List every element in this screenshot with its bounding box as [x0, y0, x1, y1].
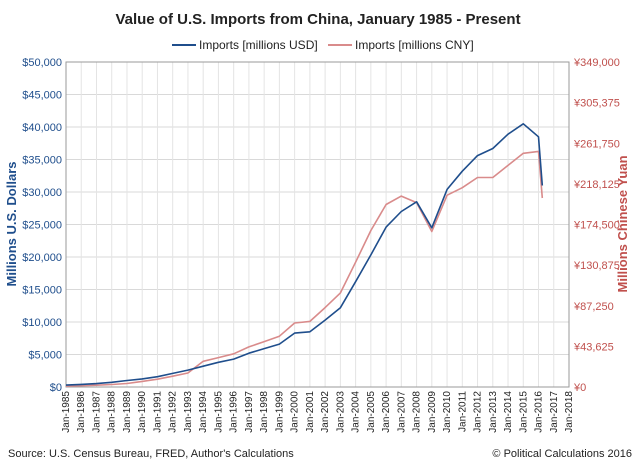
x-tick-label: Jan-1988	[107, 391, 118, 433]
x-tick-label: Jan-2017	[549, 391, 560, 433]
chart-title: Value of U.S. Imports from China, Januar…	[115, 11, 520, 28]
y-tick-left-label: $5,000	[28, 350, 62, 362]
x-tick-label: Jan-1987	[91, 391, 102, 433]
x-tick-label: Jan-2015	[518, 391, 529, 433]
y-tick-right-label: ¥87,250	[573, 301, 614, 313]
legend: Imports [millions USD] Imports [millions…	[172, 38, 474, 52]
x-tick-label: Jan-2004	[351, 391, 362, 433]
x-tick-label: Jan-1991	[152, 391, 163, 433]
plot-area-border	[65, 61, 570, 388]
x-tick-label: Jan-1998	[259, 391, 270, 433]
x-tick-label: Jan-1990	[137, 391, 148, 433]
legend-label-usd: Imports [millions USD]	[199, 38, 318, 52]
x-tick-label: Jan-2013	[488, 391, 499, 433]
source-note: Source: U.S. Census Bureau, FRED, Author…	[8, 448, 294, 460]
x-tick-label: Jan-2010	[442, 391, 453, 433]
x-tick-label: Jan-2000	[290, 391, 301, 433]
x-tick-label: Jan-2003	[335, 391, 346, 433]
series-lines	[65, 123, 544, 387]
x-tick-label: Jan-1999	[274, 391, 285, 433]
x-tick-label: Jan-1996	[229, 391, 240, 433]
y-tick-right-label: ¥261,750	[573, 138, 620, 150]
y-tick-left-label: $40,000	[22, 122, 62, 134]
y-tick-left-label: $0	[50, 382, 62, 394]
y-tick-right-label: ¥0	[573, 382, 586, 394]
y-tick-left-label: $45,000	[22, 90, 62, 102]
y-tick-right-label: ¥305,375	[573, 98, 620, 110]
y-tick-left-label: $15,000	[22, 285, 62, 297]
y-tick-left-label: $50,000	[22, 57, 62, 69]
y-tick-right-label: ¥218,125	[573, 179, 620, 191]
credit-note: © Political Calculations 2016	[492, 448, 632, 460]
x-tick-label: Jan-2008	[412, 391, 423, 433]
x-tick-label: Jan-2001	[305, 391, 316, 433]
y-axis-left-ticks: $0 $5,000 $10,000 $15,000 $20,000 $25,000 $30,…	[22, 57, 62, 394]
gridlines	[65, 61, 570, 388]
y-tick-left-label: $35,000	[22, 155, 62, 167]
x-tick-label: Jan-2012	[473, 391, 484, 433]
y-tick-left-label: $25,000	[22, 220, 62, 232]
y-tick-right-label: ¥349,000	[573, 57, 620, 69]
y-tick-right-label: ¥174,500	[573, 220, 620, 232]
x-tick-label: Jan-1989	[122, 391, 133, 433]
x-tick-label: Jan-1992	[168, 391, 179, 433]
y-tick-left-label: $10,000	[22, 317, 62, 329]
x-tick-label: Jan-1995	[213, 391, 224, 433]
x-tick-label: Jan-1997	[244, 391, 255, 433]
x-tick-label: Jan-2006	[381, 391, 392, 433]
series-line-usd	[65, 123, 544, 386]
legend-label-cny: Imports [millions CNY]	[355, 38, 474, 52]
x-axis-ticks: Jan-1985 Jan-1986 Jan-1987 Jan-1988 Jan-1989…	[61, 391, 575, 433]
y-axis-right-label: Millions Chinese Yuan	[615, 155, 630, 292]
x-tick-label: Jan-2005	[366, 391, 377, 433]
y-tick-right-label: ¥130,875	[573, 260, 620, 272]
x-tick-label: Jan-1993	[183, 391, 194, 433]
x-tick-label: Jan-2016	[534, 391, 545, 433]
y-tick-left-label: $30,000	[22, 187, 62, 199]
x-tick-label: Jan-2018	[564, 391, 575, 433]
x-tick-label: Jan-2011	[457, 391, 468, 432]
x-tick-label: Jan-2009	[427, 391, 438, 433]
y-tick-left-label: $20,000	[22, 252, 62, 264]
x-tick-label: Jan-2014	[503, 391, 514, 433]
y-tick-right-label: ¥43,625	[573, 341, 614, 353]
y-axis-left-label: Millions U.S. Dollars	[4, 162, 19, 287]
x-tick-label: Jan-1985	[61, 391, 72, 433]
x-tick-label: Jan-1994	[198, 391, 209, 433]
x-tick-label: Jan-2007	[396, 391, 407, 433]
x-tick-label: Jan-1986	[76, 391, 87, 433]
series-line-cny	[65, 150, 544, 387]
x-tick-label: Jan-2002	[320, 391, 331, 433]
y-axis-right-ticks: ¥0 ¥43,625 ¥87,250 ¥130,875 ¥174,500 ¥218,125…	[573, 57, 620, 394]
